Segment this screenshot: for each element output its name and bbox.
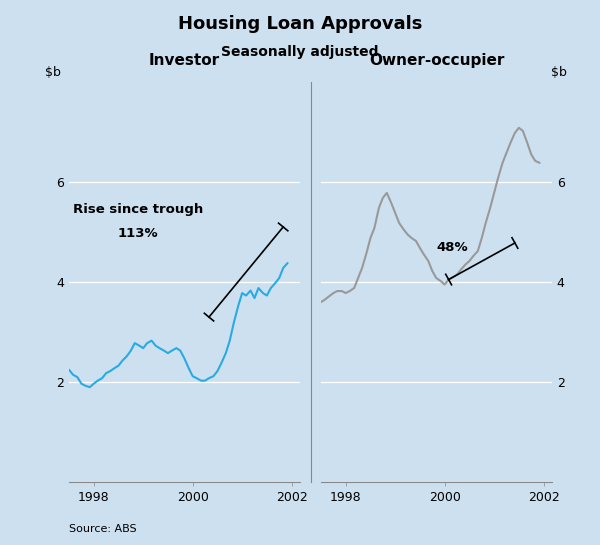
Text: Investor: Investor	[149, 53, 220, 68]
Text: Source: ABS: Source: ABS	[69, 524, 137, 534]
Text: $b: $b	[551, 66, 567, 79]
Text: 48%: 48%	[437, 241, 468, 254]
Text: Owner-occupier: Owner-occupier	[369, 53, 504, 68]
Text: Seasonally adjusted: Seasonally adjusted	[221, 45, 379, 59]
Text: Housing Loan Approvals: Housing Loan Approvals	[178, 15, 422, 33]
Text: Rise since trough: Rise since trough	[73, 203, 203, 216]
Text: $b: $b	[45, 66, 61, 79]
Text: 113%: 113%	[118, 227, 158, 240]
